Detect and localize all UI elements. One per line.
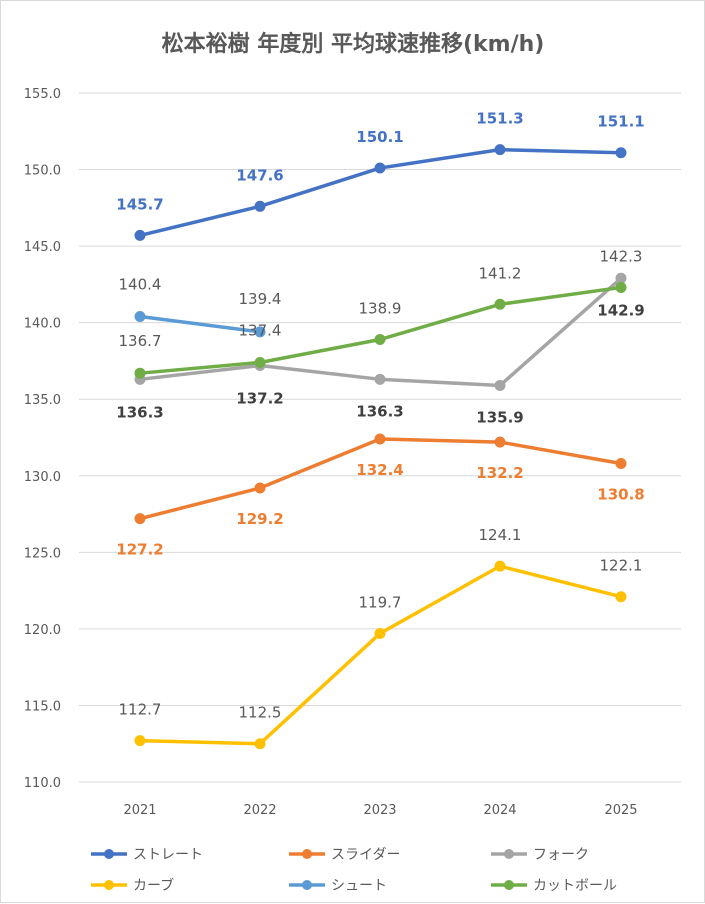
legend-marker: [504, 849, 514, 859]
data-point: [254, 738, 266, 750]
data-point: [134, 735, 146, 747]
data-label: 135.9: [476, 408, 523, 426]
data-point: [254, 482, 266, 494]
data-label: 124.1: [479, 526, 522, 544]
data-point: [134, 513, 146, 525]
data-label: 140.4: [119, 276, 162, 294]
data-label: 132.4: [356, 461, 403, 479]
data-label: 122.1: [600, 557, 643, 575]
data-label: 127.2: [116, 541, 163, 559]
data-label: 136.3: [356, 402, 403, 420]
data-point: [374, 627, 386, 639]
data-point: [615, 281, 627, 293]
legend-marker: [104, 880, 114, 890]
data-point: [374, 373, 386, 385]
data-label: 147.6: [236, 166, 283, 184]
legend-marker: [302, 880, 312, 890]
data-point: [134, 367, 146, 379]
data-point: [494, 144, 506, 156]
data-point: [615, 591, 627, 603]
data-point: [134, 311, 146, 323]
legend-marker: [104, 849, 114, 859]
data-point: [134, 229, 146, 241]
legend-marker: [504, 880, 514, 890]
x-tick-label: 2021: [123, 803, 156, 818]
y-tick-label: 110.0: [24, 776, 61, 791]
data-label: 139.4: [239, 290, 282, 308]
y-tick-label: 135.0: [24, 393, 61, 408]
data-point: [615, 147, 627, 159]
data-label: 112.7: [119, 701, 162, 719]
x-tick-label: 2023: [363, 803, 396, 818]
y-tick-label: 120.0: [24, 623, 61, 638]
legend-label: スライダー: [331, 847, 400, 863]
data-label: 141.2: [479, 264, 522, 282]
data-point: [494, 436, 506, 448]
data-point: [254, 356, 266, 368]
data-label: 142.9: [597, 301, 644, 319]
data-label: 119.7: [359, 593, 402, 611]
data-label: 142.3: [600, 247, 643, 265]
data-point: [374, 433, 386, 445]
y-tick-label: 145.0: [24, 240, 61, 255]
series-line: [138, 276, 623, 388]
data-point: [615, 458, 627, 470]
legend-label: シュート: [331, 878, 387, 894]
data-point: [615, 272, 627, 284]
data-label: 136.7: [119, 332, 162, 350]
data-point: [374, 334, 386, 346]
data-label: 136.3: [116, 403, 163, 421]
y-tick-label: 125.0: [24, 546, 61, 561]
legend-label: フォーク: [533, 847, 589, 863]
data-label: 138.9: [359, 300, 402, 318]
y-tick-label: 155.0: [24, 87, 61, 102]
data-label: 130.8: [597, 486, 644, 504]
y-axis: 110.0 115.0 120.0 125.0 130.0 135.0 140.0 145.0…: [24, 87, 61, 791]
data-label: 137.4: [239, 321, 282, 339]
x-tick-label: 2025: [604, 803, 637, 818]
data-label: 112.5: [239, 704, 282, 722]
y-tick-label: 115.0: [24, 699, 61, 714]
series-lines: [134, 144, 627, 750]
data-point: [254, 200, 266, 212]
data-label: 129.2: [236, 510, 283, 528]
data-point: [494, 379, 506, 391]
data-point: [494, 560, 506, 572]
y-tick-label: 140.0: [24, 317, 61, 332]
y-tick-label: 130.0: [24, 470, 61, 485]
data-point: [254, 326, 266, 338]
data-label: 137.2: [236, 390, 283, 408]
legend-label: ストレート: [133, 847, 203, 863]
data-labels: 145.7 147.6 150.1 151.3 151.1 127.2 129.2 132.4…: [116, 110, 644, 722]
chart-title: 松本裕樹 年度別 平均球速推移(km/h): [162, 31, 545, 57]
x-tick-label: 2024: [483, 803, 516, 818]
y-tick-label: 150.0: [24, 164, 61, 179]
data-label: 145.7: [116, 195, 163, 213]
legend-label: カットボール: [533, 878, 617, 894]
x-tick-label: 2022: [243, 803, 276, 818]
legend-label: カーブ: [133, 877, 174, 894]
x-axis: 2021 2022 2023 2024 2025: [123, 803, 637, 818]
data-point: [374, 162, 386, 174]
data-point: [494, 298, 506, 310]
series-line: [138, 314, 262, 334]
data-label: 132.2: [476, 464, 523, 482]
legend-marker: [302, 849, 312, 859]
data-label: 151.1: [597, 113, 644, 131]
data-label: 151.3: [476, 110, 523, 128]
data-label: 150.1: [356, 128, 403, 146]
series-line: [138, 147, 623, 238]
